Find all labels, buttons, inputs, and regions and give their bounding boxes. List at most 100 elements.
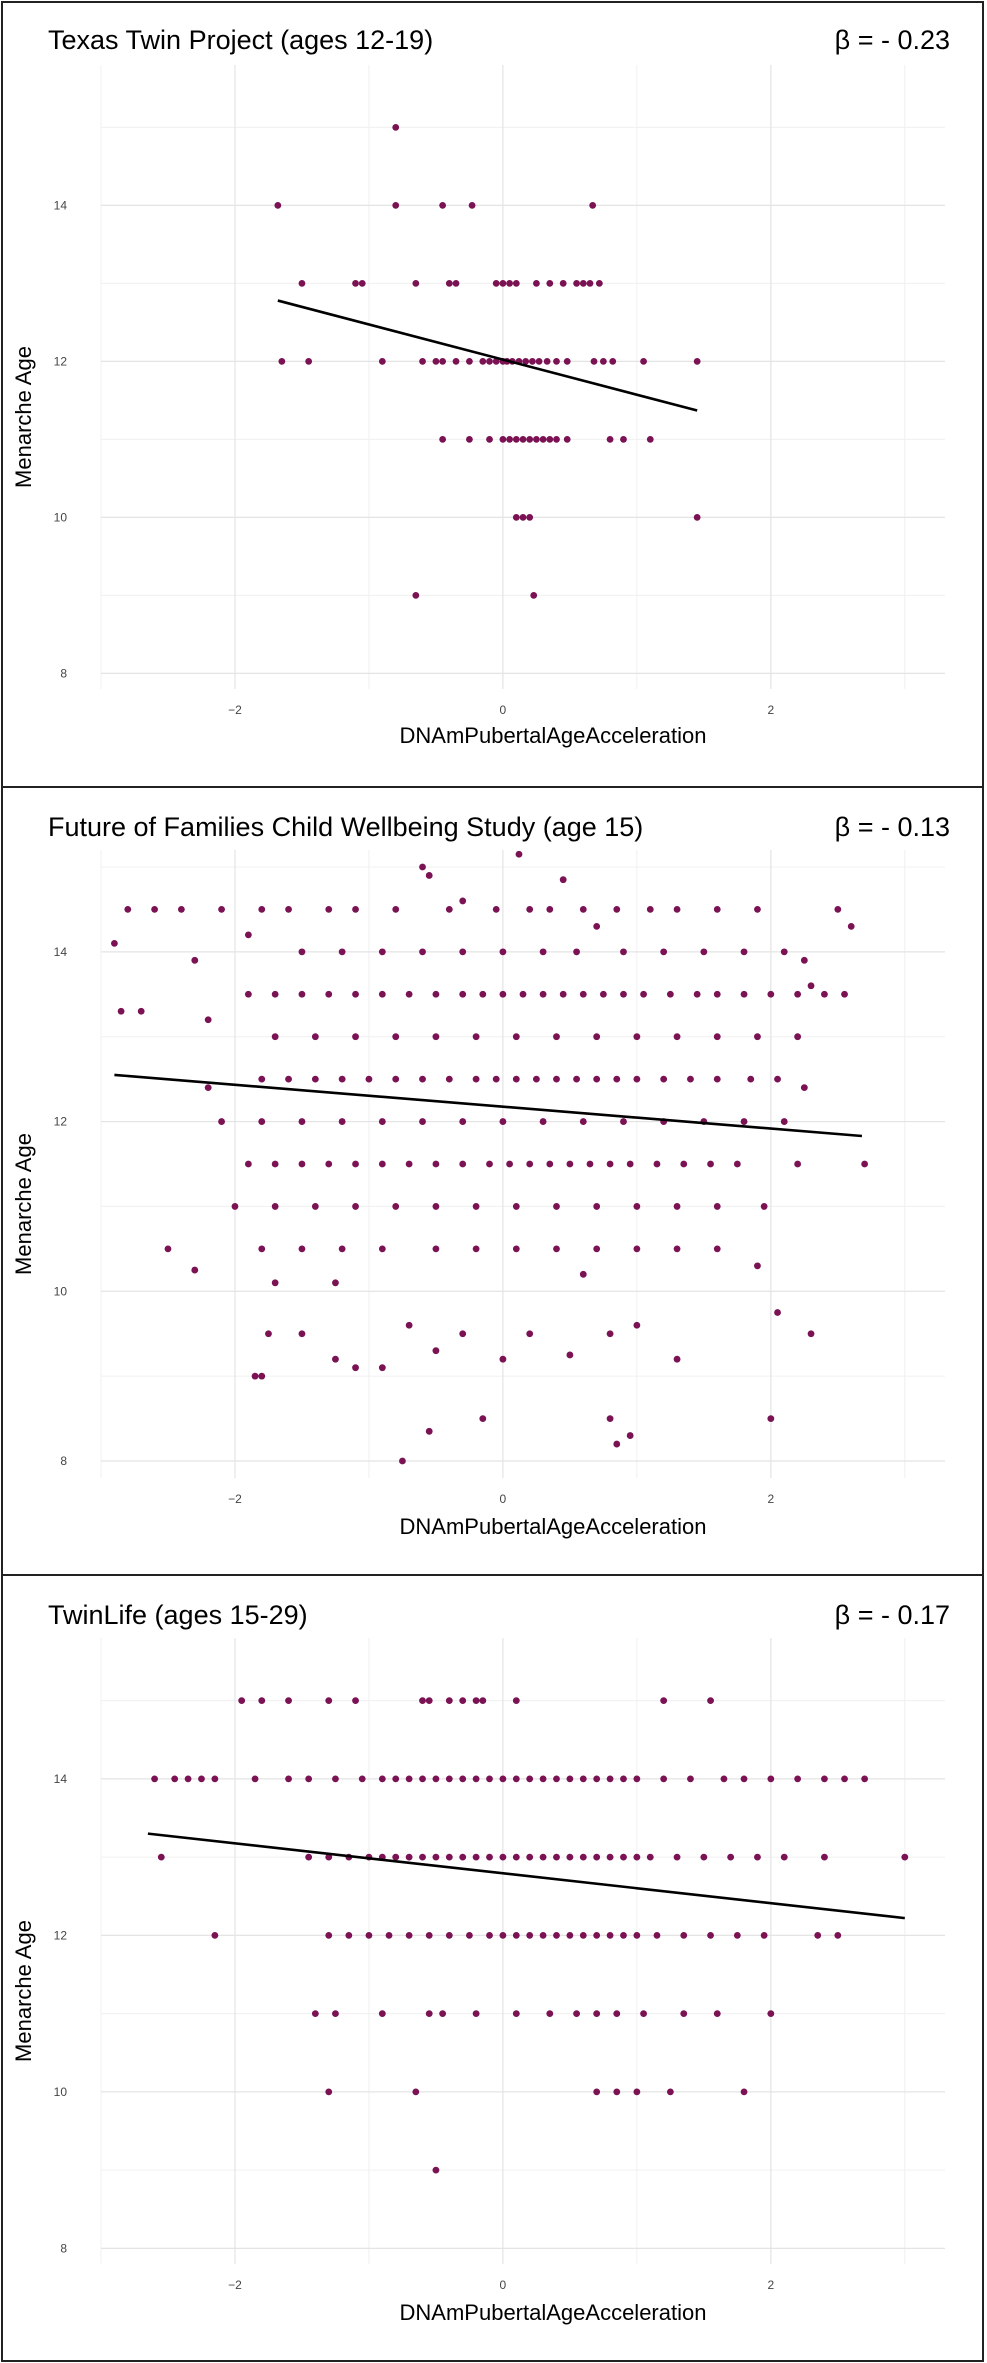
data-point (546, 906, 554, 913)
data-point (486, 358, 493, 365)
data-point (352, 1160, 359, 1168)
data-point (472, 1075, 480, 1083)
data-point (405, 1853, 413, 1861)
data-point (687, 1075, 694, 1083)
y-tick-label: 14 (54, 945, 68, 959)
data-point (439, 436, 447, 443)
data-point (271, 1033, 279, 1041)
data-point (760, 1931, 768, 1939)
data-point (392, 1033, 400, 1041)
data-point (512, 2010, 520, 2017)
data-point (653, 1160, 661, 1168)
data-point (486, 1160, 493, 1168)
y-tick-label: 12 (54, 1928, 68, 1942)
data-point (593, 1075, 601, 1083)
data-point (546, 280, 554, 287)
data-point (821, 1775, 828, 1783)
data-point (539, 436, 547, 443)
data-point (794, 990, 802, 998)
x-tick-label: 0 (500, 1492, 507, 1506)
data-point (258, 1697, 266, 1704)
data-point (472, 1853, 480, 1861)
data-points (110, 850, 869, 1465)
data-point (553, 1075, 560, 1083)
data-point (693, 514, 701, 521)
beta-annotation: β = - 0.13 (834, 812, 950, 842)
data-point (285, 1775, 292, 1783)
chart-panel-texas-twin: −2 0 2 8 10 12 14 DNAmPubertalAgeAcceleration Me… (1, 1, 984, 788)
data-point (285, 1075, 292, 1083)
data-point (559, 876, 567, 884)
data-point (325, 1160, 333, 1168)
data-point (258, 1118, 266, 1125)
data-point (713, 1075, 721, 1083)
data-point (419, 358, 426, 365)
data-point (532, 280, 540, 287)
data-point (432, 1775, 440, 1783)
data-point (609, 358, 617, 365)
data-point (673, 1355, 681, 1363)
data-point (358, 1775, 366, 1783)
chart-title: Future of Families Child Wellbeing Study… (48, 812, 644, 842)
data-point (847, 922, 855, 930)
data-point (700, 948, 708, 956)
data-point (740, 1118, 748, 1125)
data-point (325, 2088, 333, 2096)
chart-panel-twinlife: −2 0 2 8 10 12 14 DNAmPubertalAgeAcceleration Me… (1, 1574, 984, 2362)
data-point (586, 280, 594, 287)
data-point (573, 1075, 580, 1083)
data-point (767, 2010, 775, 2017)
data-point (151, 1775, 158, 1783)
data-point (563, 358, 571, 365)
data-point (807, 982, 815, 990)
data-point (419, 1075, 426, 1083)
data-point (586, 1160, 594, 1168)
data-point (432, 1347, 440, 1355)
data-point (754, 906, 761, 913)
data-point (794, 1775, 802, 1783)
data-point (613, 906, 621, 913)
data-point (352, 1203, 359, 1210)
data-point (566, 1775, 574, 1783)
beta-annotation: β = - 0.23 (834, 25, 950, 55)
x-tick-label: 0 (500, 2278, 507, 2292)
data-point (231, 1203, 239, 1210)
data-point (532, 436, 540, 443)
data-point (452, 280, 460, 287)
y-tick-label: 14 (54, 198, 68, 212)
data-point (218, 1118, 225, 1125)
data-point (713, 1033, 721, 1041)
data-point (492, 358, 500, 365)
data-point (861, 1160, 869, 1168)
chart-title: Texas Twin Project (ages 12-19) (48, 25, 434, 55)
data-point (774, 1075, 781, 1083)
data-point (573, 2010, 580, 2017)
data-point (754, 1262, 761, 1270)
data-point (445, 1075, 453, 1083)
data-point (486, 1931, 493, 1939)
data-point (499, 280, 507, 287)
chart-panel-future-of-families: −2 0 2 8 10 12 14 DNAmPubertalAgeAcceleration Me… (1, 786, 984, 1576)
data-point (660, 948, 668, 956)
y-tick-label: 12 (54, 1115, 68, 1129)
data-point (399, 1457, 406, 1465)
data-point (646, 1853, 654, 1861)
data-point (626, 1160, 634, 1168)
data-point (378, 1245, 386, 1253)
data-point (519, 990, 527, 998)
data-point (244, 990, 252, 998)
scatter-plot-future-of-families: −2 0 2 8 10 12 14 DNAmPubertalAgeAcceleration Me… (11, 850, 945, 1539)
data-point (499, 1931, 507, 1939)
data-point (522, 358, 530, 365)
data-point (613, 2088, 621, 2096)
data-point (606, 436, 614, 443)
data-point (459, 948, 467, 956)
data-point (589, 202, 597, 209)
data-point (311, 1033, 319, 1041)
data-point (526, 1330, 534, 1338)
data-point (392, 1853, 400, 1861)
data-point (419, 1853, 426, 1861)
tick-labels: −2 0 2 8 10 12 14 (54, 1772, 775, 2292)
data-point (419, 863, 426, 871)
data-point (606, 1330, 614, 1338)
